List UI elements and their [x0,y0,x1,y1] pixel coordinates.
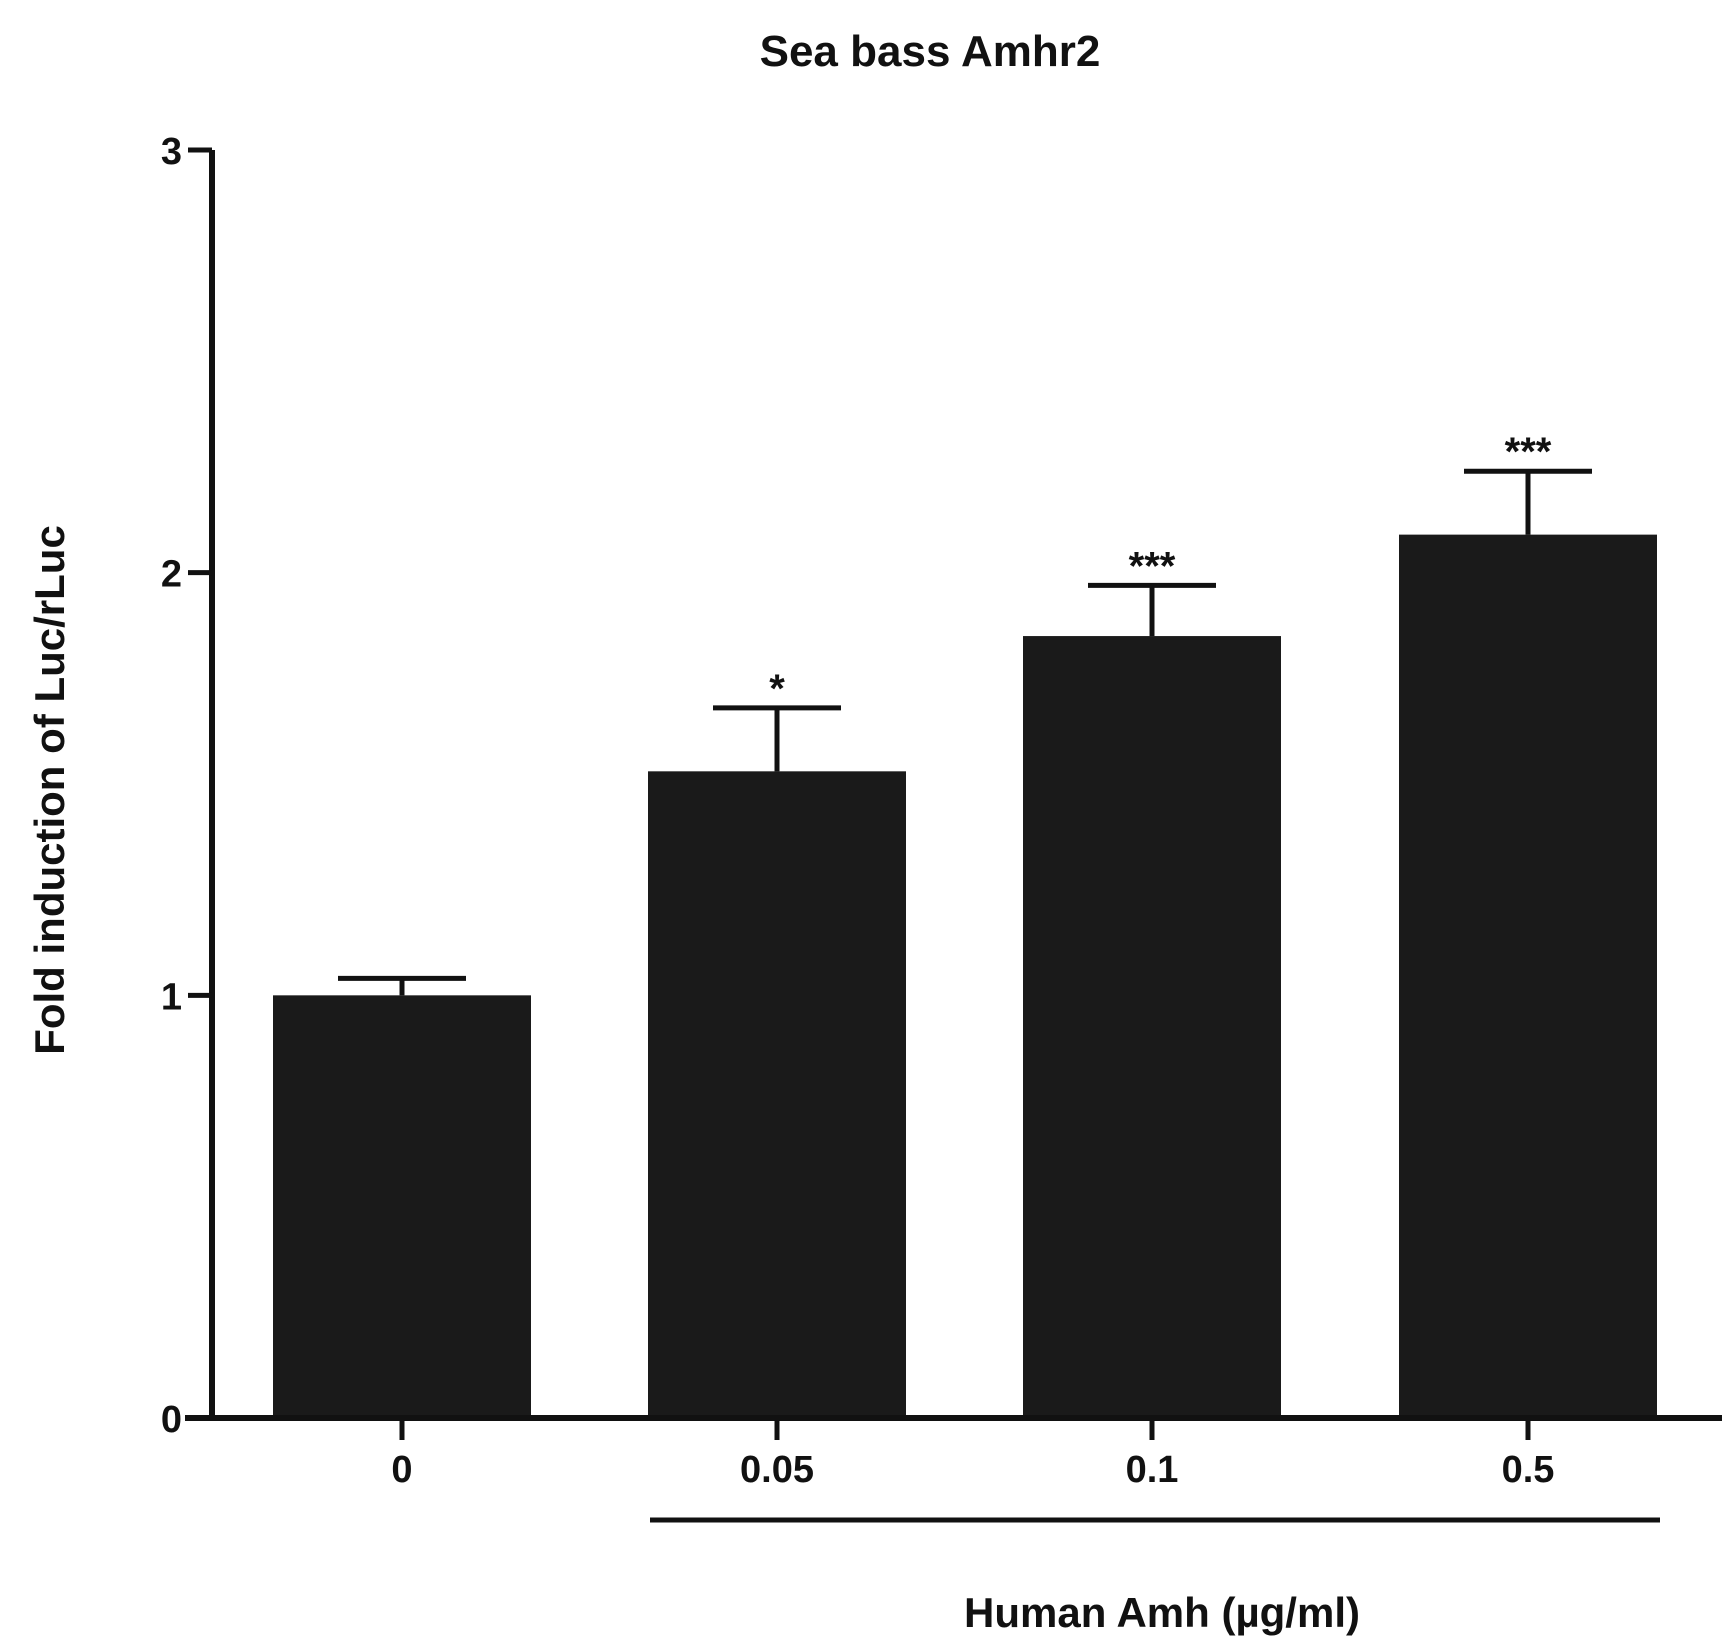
y-ticks-group: 0 1 2 3 [161,131,212,1441]
y-tick-label: 2 [161,554,182,596]
bars-group [273,534,1657,1418]
x-tick-label: 0.5 [1502,1449,1555,1491]
x-tick-label: 0.1 [1126,1449,1179,1491]
x-tick-label: 0.05 [740,1449,814,1491]
bar-0.5 [1399,534,1657,1418]
significance-mark: *** [1129,544,1176,588]
significance-mark: *** [1505,430,1552,474]
significance-annotations: ******* [769,430,1552,711]
chart-title: Sea bass Amhr2 [760,27,1101,76]
x-tick-label: 0 [391,1449,412,1491]
x-ticks-group: 0 0.05 0.1 0.5 [391,1418,1554,1491]
y-tick-label: 3 [161,131,182,173]
significance-mark: * [769,667,785,711]
bar-0.05 [648,771,906,1418]
error-bars-group [338,468,1592,996]
y-tick-label: 1 [161,976,182,1018]
bar-0 [273,995,531,1418]
y-axis-label: Fold induction of Luc/rLuc [26,525,73,1055]
x-axis-label: Human Amh (µg/ml) [964,1589,1360,1636]
bar-0.1 [1023,636,1281,1418]
y-tick-label: 0 [161,1399,182,1441]
